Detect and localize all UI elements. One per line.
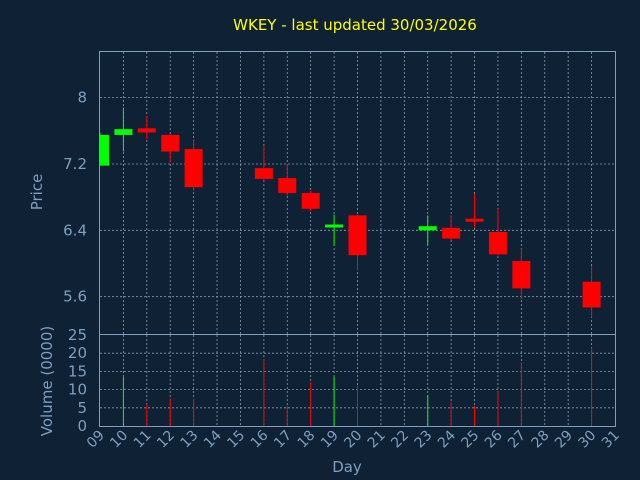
volume-tick-label: 10	[68, 381, 87, 399]
volume-panel-frame	[99, 334, 616, 427]
x-tick-label: 30	[575, 428, 599, 452]
x-tick-label: 13	[178, 428, 202, 452]
candle-body	[100, 134, 109, 166]
candle	[184, 139, 203, 191]
price-tick-label: 7.2	[63, 155, 87, 173]
candle	[488, 208, 507, 256]
candle	[161, 134, 180, 163]
candle	[137, 115, 156, 140]
candle-body	[348, 215, 367, 256]
candle-body	[325, 224, 344, 228]
candle-body	[278, 178, 297, 193]
volume-tick-label: 0	[77, 417, 87, 435]
candle-body	[184, 149, 203, 188]
candle-body	[488, 231, 507, 255]
x-tick-label: 18	[295, 428, 319, 452]
x-tick-label: 22	[388, 428, 412, 452]
price-tick-label: 5.6	[63, 288, 87, 306]
x-tick-label: 23	[412, 428, 436, 452]
x-tick-label: 20	[341, 428, 365, 452]
price-axis-label: Price	[28, 174, 46, 211]
volume-tick-label: 20	[68, 344, 87, 362]
volume-axis-label: Volume (0000)	[38, 326, 56, 436]
x-tick-label: 25	[458, 428, 482, 452]
x-tick-label: 29	[552, 428, 576, 452]
candle-body	[418, 226, 437, 231]
volume-tick-label: 5	[77, 399, 87, 417]
candle	[99, 132, 109, 166]
x-tick-label: 09	[84, 428, 108, 452]
candle	[418, 215, 437, 246]
candle-body	[512, 261, 531, 289]
x-tick-label: 21	[365, 428, 389, 452]
candle	[348, 214, 367, 271]
x-tick-label: 15	[224, 428, 248, 452]
price-tick-label: 6.4	[63, 221, 87, 239]
x-axis-label: Day	[332, 458, 362, 476]
candle	[278, 163, 297, 196]
x-tick-label: 12	[154, 428, 178, 452]
x-tick-label: 10	[107, 428, 131, 452]
candle-body	[254, 168, 273, 179]
candle-body	[114, 129, 133, 135]
x-tick-label: 24	[435, 427, 459, 451]
candle	[325, 214, 344, 247]
volume-tick-label: 25	[68, 326, 87, 344]
candle	[442, 215, 461, 241]
x-tick-label: 11	[131, 428, 155, 452]
x-tick-label: 16	[248, 427, 272, 451]
x-tick-label: 27	[505, 428, 529, 452]
candle	[582, 265, 601, 318]
candle	[114, 107, 133, 152]
candle-body	[301, 193, 320, 209]
x-tick-label: 17	[271, 428, 295, 452]
x-tick-label: 28	[529, 428, 553, 452]
x-tick-label: 19	[318, 428, 342, 452]
x-tick-label: 26	[482, 427, 506, 451]
candle-body	[465, 218, 484, 222]
candle	[465, 193, 484, 228]
candle	[512, 248, 531, 300]
price-panel: 5.6 6.4 7.2 8 Price	[28, 51, 616, 335]
volume-tick-label: 15	[68, 362, 87, 380]
candle	[254, 145, 273, 181]
candle-body	[442, 227, 461, 239]
candle-body	[161, 134, 180, 152]
x-tick-label: 14	[201, 427, 225, 451]
chart-title: WKEY - last updated 30/03/2026	[233, 16, 477, 34]
candle-body	[137, 128, 156, 133]
candle	[301, 190, 320, 212]
x-tick-label: 31	[599, 428, 623, 452]
candle-body	[582, 281, 601, 308]
price-tick-label: 8	[77, 89, 87, 107]
